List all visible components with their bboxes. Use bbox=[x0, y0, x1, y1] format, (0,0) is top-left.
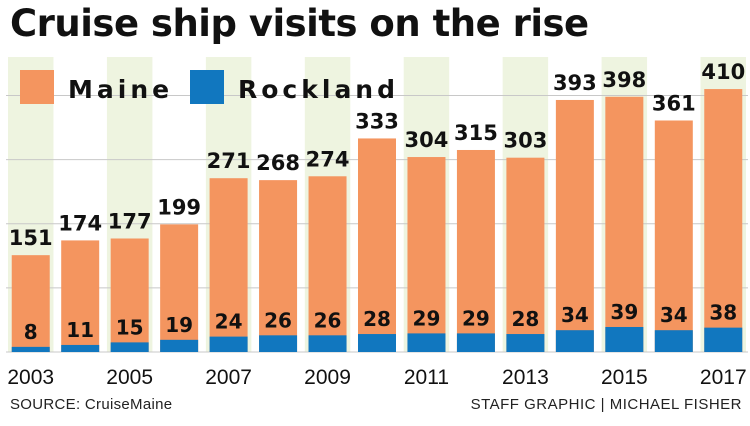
bar-maine-2011 bbox=[407, 157, 446, 352]
bar-maine-2017 bbox=[704, 89, 743, 352]
bar-maine-2006 bbox=[160, 224, 199, 352]
legend-swatch-rockland bbox=[190, 70, 224, 104]
data-label-rockland-2005: 15 bbox=[116, 315, 144, 339]
data-label-maine-2017: 410 bbox=[701, 60, 745, 84]
chart-title: Cruise ship visits on the rise bbox=[10, 2, 589, 45]
x-tick-2005: 2005 bbox=[106, 366, 153, 389]
data-label-maine-2015: 398 bbox=[602, 68, 646, 92]
source-note: SOURCE: CruiseMaine bbox=[10, 396, 173, 413]
data-label-rockland-2008: 26 bbox=[264, 308, 292, 332]
bar-maine-2009 bbox=[308, 176, 347, 352]
data-label-rockland-2009: 26 bbox=[314, 308, 342, 332]
bar-maine-2013 bbox=[506, 157, 545, 352]
bar-maine-2007 bbox=[209, 178, 248, 352]
data-label-maine-2004: 174 bbox=[58, 211, 102, 235]
bar-rockland-2014 bbox=[555, 330, 594, 352]
x-tick-2015: 2015 bbox=[601, 366, 648, 389]
data-label-rockland-2014: 34 bbox=[561, 303, 589, 327]
data-label-maine-2013: 303 bbox=[503, 129, 547, 153]
bar-rockland-2005 bbox=[110, 342, 149, 352]
bar-rockland-2015 bbox=[605, 326, 644, 352]
data-label-maine-2005: 177 bbox=[108, 209, 152, 233]
bar-rockland-2009 bbox=[308, 335, 347, 352]
data-label-rockland-2003: 8 bbox=[24, 320, 38, 344]
bar-rockland-2012 bbox=[456, 333, 495, 352]
bar-rockland-2011 bbox=[407, 333, 446, 352]
legend-label-maine: Maine bbox=[68, 75, 173, 104]
bar-rockland-2017 bbox=[704, 327, 743, 352]
bar-rockland-2008 bbox=[259, 335, 298, 352]
legend-label-rockland: Rockland bbox=[238, 75, 399, 104]
data-label-rockland-2012: 29 bbox=[462, 306, 490, 330]
bar-maine-2012 bbox=[456, 149, 495, 352]
data-label-rockland-2017: 38 bbox=[709, 301, 737, 325]
x-tick-2009: 2009 bbox=[304, 366, 351, 389]
data-label-rockland-2010: 28 bbox=[363, 307, 391, 331]
legend-swatch-maine bbox=[20, 70, 54, 104]
x-tick-2013: 2013 bbox=[502, 366, 549, 389]
data-label-rockland-2013: 28 bbox=[511, 307, 539, 331]
bar-maine-2014 bbox=[555, 99, 594, 352]
bar-maine-2008 bbox=[259, 180, 298, 352]
data-label-maine-2003: 151 bbox=[9, 226, 53, 250]
bar-maine-2015 bbox=[605, 96, 644, 353]
data-label-rockland-2007: 24 bbox=[215, 310, 243, 334]
x-tick-2003: 2003 bbox=[7, 366, 54, 389]
data-label-maine-2016: 361 bbox=[652, 91, 696, 115]
bar-maine-2016 bbox=[654, 120, 693, 352]
data-label-rockland-2004: 11 bbox=[66, 318, 94, 342]
bar-rockland-2004 bbox=[61, 344, 100, 352]
bar-rockland-2006 bbox=[160, 339, 199, 352]
data-label-maine-2006: 199 bbox=[157, 195, 201, 219]
bar-maine-2005 bbox=[110, 238, 149, 352]
bar-maine-2003 bbox=[11, 255, 50, 352]
bar-rockland-2016 bbox=[654, 330, 693, 352]
bar-rockland-2013 bbox=[506, 334, 545, 352]
bar-rockland-2007 bbox=[209, 336, 248, 352]
bar-rockland-2003 bbox=[11, 346, 50, 352]
data-label-maine-2007: 271 bbox=[207, 149, 251, 173]
bar-maine-2010 bbox=[358, 138, 396, 352]
data-label-maine-2009: 274 bbox=[306, 147, 350, 171]
data-label-rockland-2011: 29 bbox=[413, 306, 441, 330]
bar-maine-2004 bbox=[61, 240, 100, 352]
bar-rockland-2010 bbox=[358, 334, 396, 352]
data-label-rockland-2016: 34 bbox=[660, 303, 688, 327]
x-tick-2017: 2017 bbox=[700, 366, 747, 389]
data-label-rockland-2006: 19 bbox=[165, 313, 193, 337]
x-tick-2011: 2011 bbox=[404, 366, 449, 389]
data-label-maine-2008: 268 bbox=[256, 151, 300, 175]
staff-credit: STAFF GRAPHIC | MICHAEL FISHER bbox=[470, 396, 742, 413]
data-label-maine-2012: 315 bbox=[454, 121, 498, 145]
data-label-maine-2010: 333 bbox=[355, 109, 399, 133]
data-label-maine-2011: 304 bbox=[405, 128, 449, 152]
x-tick-2007: 2007 bbox=[205, 366, 252, 389]
data-label-rockland-2015: 39 bbox=[610, 300, 638, 324]
data-label-maine-2014: 393 bbox=[553, 71, 597, 95]
